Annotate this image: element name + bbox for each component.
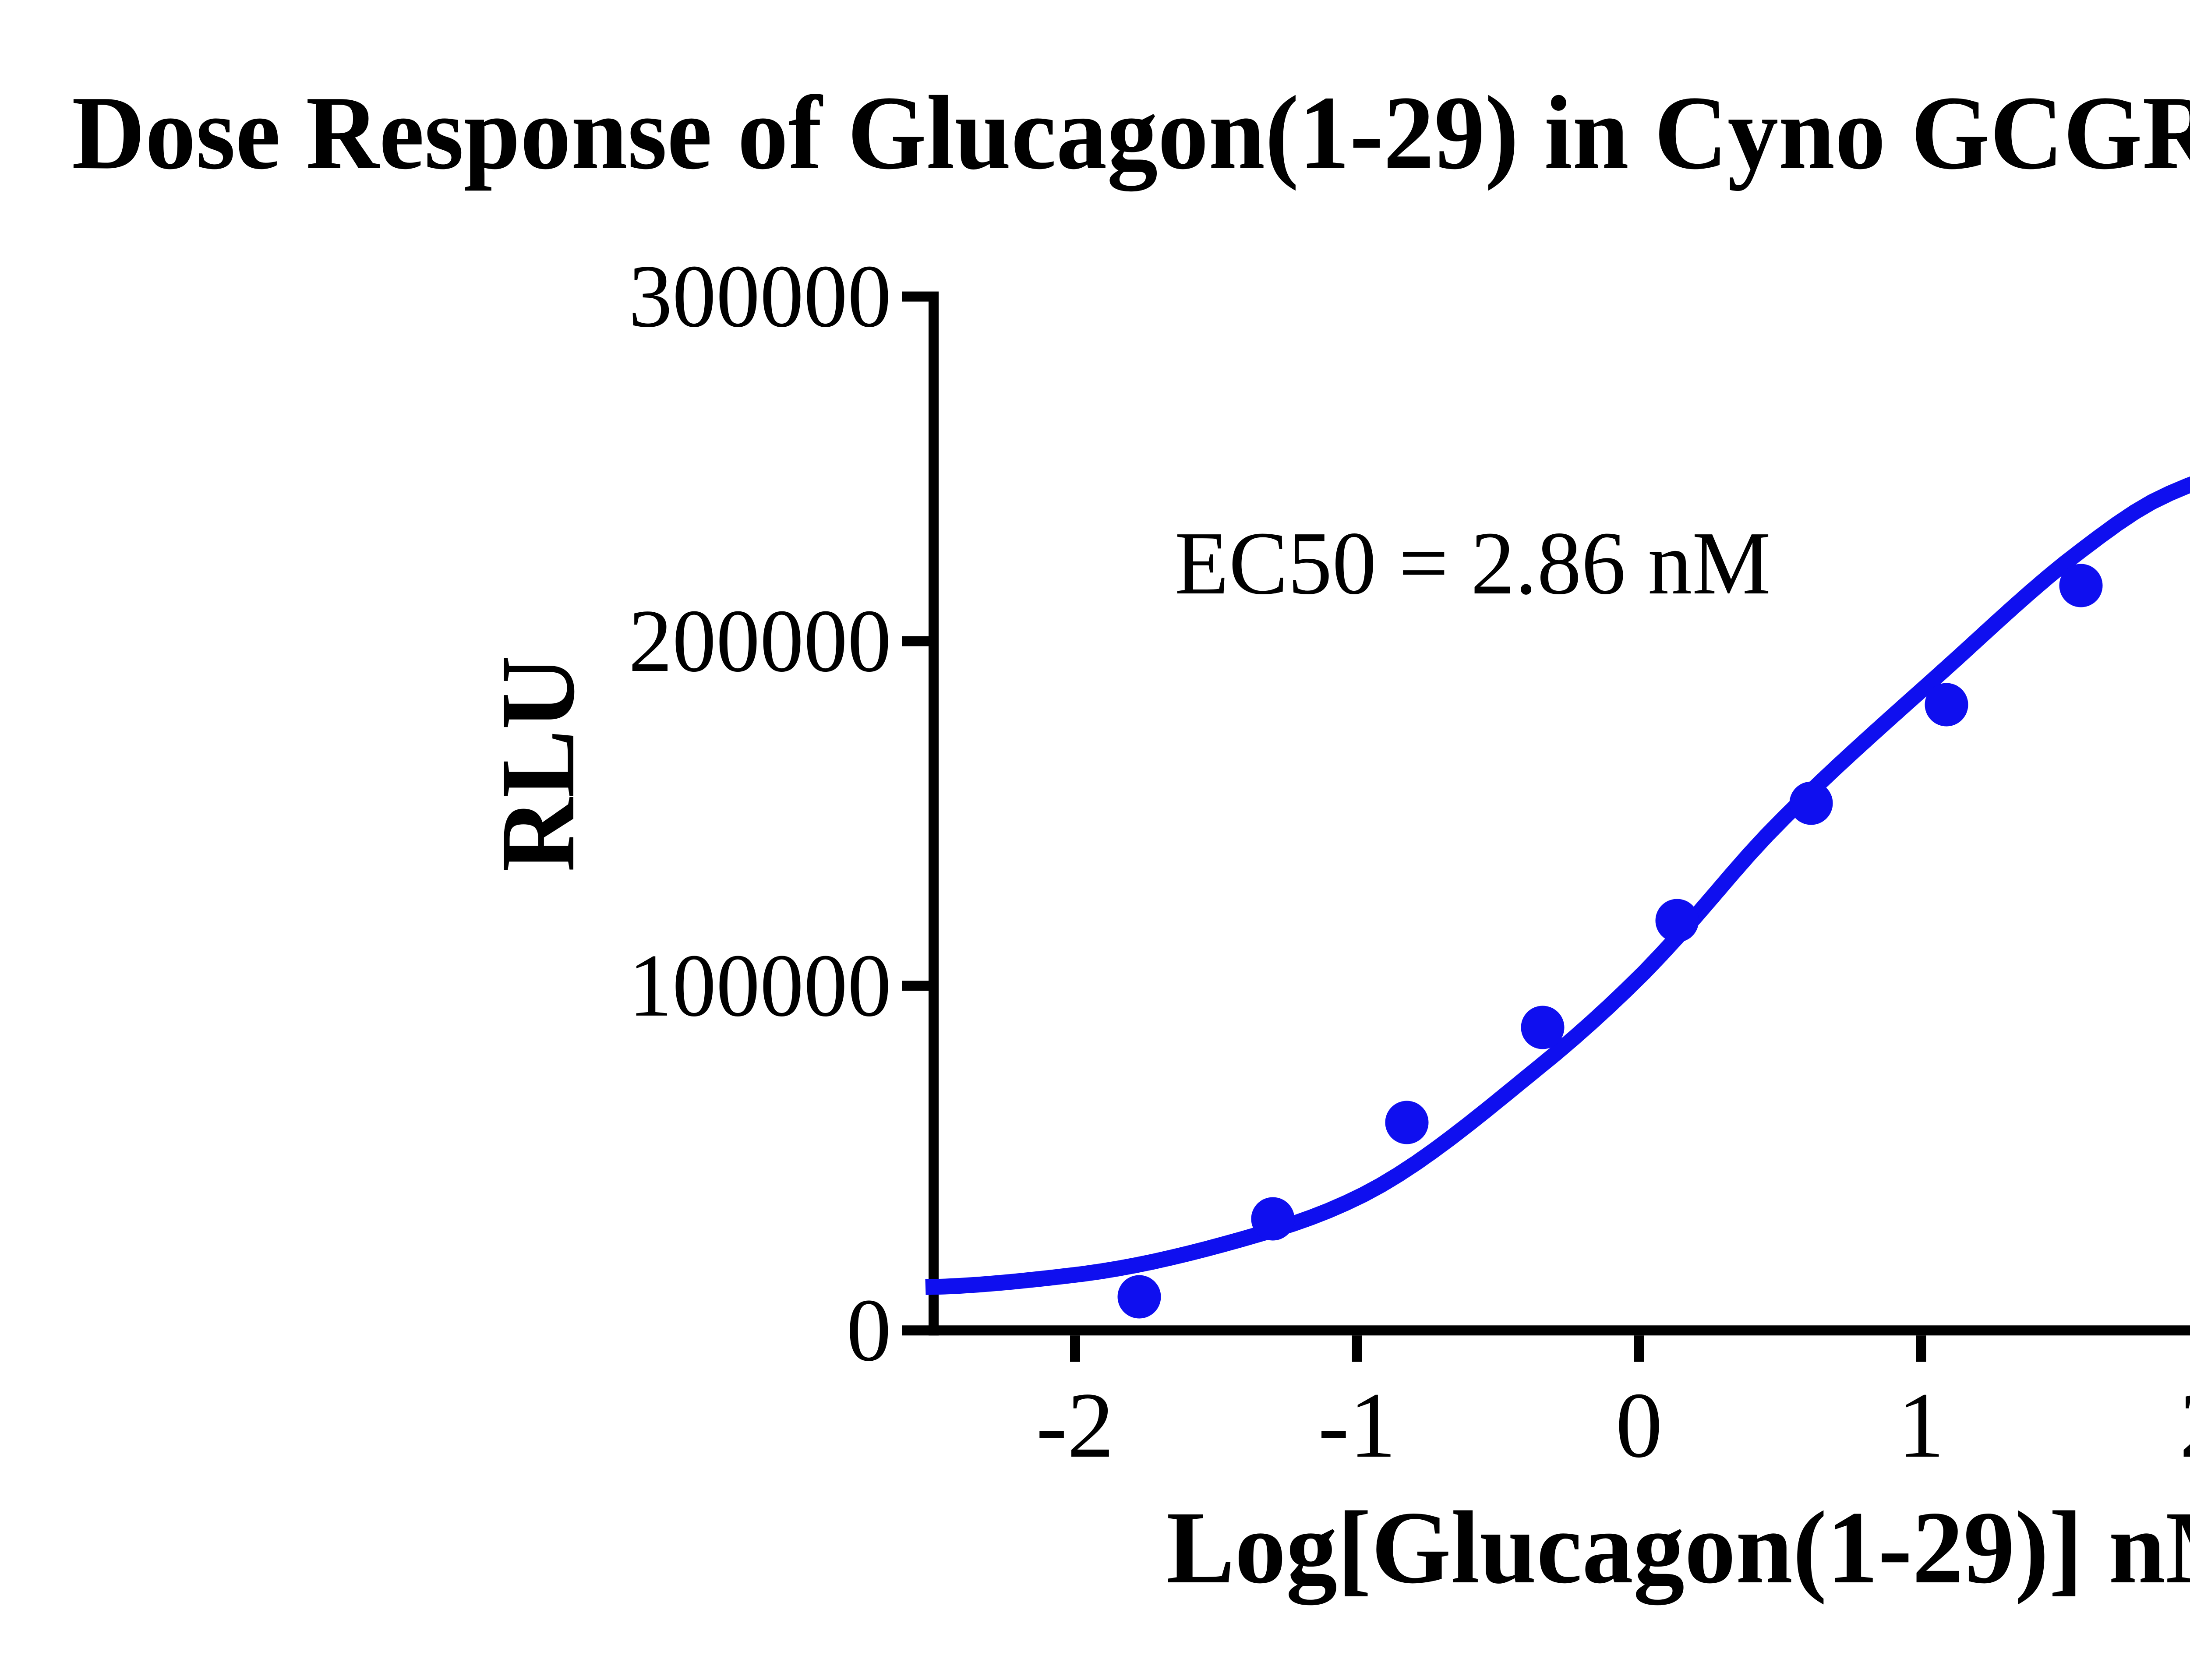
svg-text:RLU: RLU [479,656,597,872]
svg-text:0: 0 [1616,1373,1663,1477]
svg-text:Dose Response of Glucagon(1-29: Dose Response of Glucagon(1-29) in Cyno … [72,74,2190,191]
svg-text:EC50 = 2.86 nM: EC50 = 2.86 nM [1175,513,1771,613]
svg-text:300000: 300000 [629,247,891,346]
svg-text:0: 0 [847,1281,892,1380]
svg-text:100000: 100000 [629,936,891,1035]
svg-text:Log[Glucagon(1-29)] nM: Log[Glucagon(1-29)] nM [1166,1490,2190,1605]
svg-text:2: 2 [2179,1373,2190,1477]
svg-text:-2: -2 [1036,1373,1114,1477]
svg-text:-1: -1 [1318,1373,1396,1477]
svg-text:1: 1 [1897,1373,1944,1477]
svg-text:200000: 200000 [629,591,891,691]
